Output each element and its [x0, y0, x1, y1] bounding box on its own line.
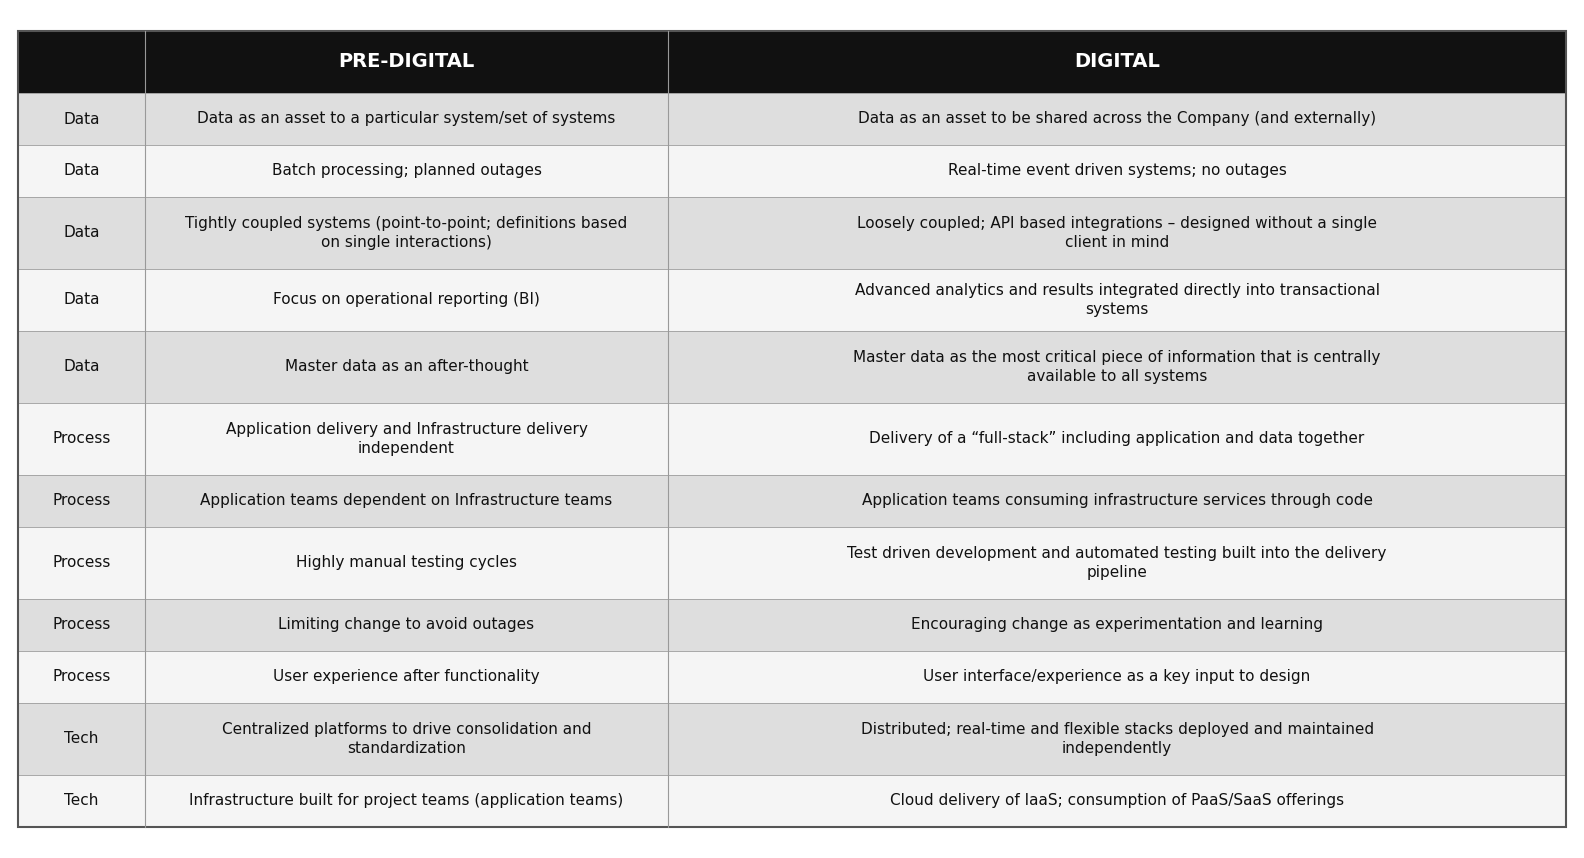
- Text: Real-time event driven systems; no outages: Real-time event driven systems; no outag…: [947, 164, 1286, 178]
- Bar: [668, 197, 1567, 269]
- Text: Advanced analytics and results integrated directly into transactional
systems: Advanced analytics and results integrate…: [855, 282, 1380, 317]
- Bar: [146, 775, 668, 827]
- Text: Application teams consuming infrastructure services through code: Application teams consuming infrastructu…: [862, 493, 1373, 509]
- Bar: [17, 197, 146, 269]
- Text: Process: Process: [52, 493, 111, 509]
- Text: DIGITAL: DIGITAL: [1074, 52, 1159, 71]
- Bar: [668, 269, 1567, 331]
- Text: Batch processing; planned outages: Batch processing; planned outages: [271, 164, 542, 178]
- Text: Tightly coupled systems (point-to-point; definitions based
on single interaction: Tightly coupled systems (point-to-point;…: [185, 215, 627, 251]
- Bar: [668, 331, 1567, 403]
- Bar: [17, 527, 146, 599]
- Text: Infrastructure built for project teams (application teams): Infrastructure built for project teams (…: [190, 794, 624, 808]
- Text: Data as an asset to a particular system/set of systems: Data as an asset to a particular system/…: [198, 112, 616, 126]
- Bar: [146, 651, 668, 703]
- Bar: [17, 403, 146, 475]
- Bar: [668, 31, 1567, 93]
- Text: Application delivery and Infrastructure delivery
independent: Application delivery and Infrastructure …: [225, 421, 588, 456]
- Bar: [146, 31, 668, 93]
- Bar: [17, 475, 146, 527]
- Text: Tech: Tech: [65, 732, 98, 746]
- Bar: [146, 599, 668, 651]
- Text: Delivery of a “full-stack” including application and data together: Delivery of a “full-stack” including app…: [870, 432, 1365, 446]
- Text: User experience after functionality: User experience after functionality: [272, 669, 540, 685]
- Bar: [146, 269, 668, 331]
- Text: Application teams dependent on Infrastructure teams: Application teams dependent on Infrastru…: [201, 493, 613, 509]
- Text: Data: Data: [63, 226, 100, 240]
- Bar: [668, 93, 1567, 145]
- Bar: [17, 651, 146, 703]
- Bar: [146, 475, 668, 527]
- Text: Encouraging change as experimentation and learning: Encouraging change as experimentation an…: [911, 618, 1323, 632]
- Bar: [146, 527, 668, 599]
- Text: Process: Process: [52, 432, 111, 446]
- Bar: [17, 93, 146, 145]
- Bar: [668, 599, 1567, 651]
- Text: Process: Process: [52, 555, 111, 571]
- Bar: [668, 703, 1567, 775]
- Text: Data: Data: [63, 112, 100, 126]
- Text: Focus on operational reporting (BI): Focus on operational reporting (BI): [272, 293, 540, 307]
- Text: User interface/experience as a key input to design: User interface/experience as a key input…: [923, 669, 1310, 685]
- Bar: [668, 145, 1567, 197]
- Text: Data: Data: [63, 360, 100, 374]
- Bar: [17, 331, 146, 403]
- Text: Centralized platforms to drive consolidation and
standardization: Centralized platforms to drive consolida…: [222, 722, 591, 757]
- Bar: [146, 331, 668, 403]
- Text: Loosely coupled; API based integrations – designed without a single
client in mi: Loosely coupled; API based integrations …: [857, 215, 1376, 251]
- Bar: [668, 651, 1567, 703]
- Bar: [146, 145, 668, 197]
- Text: Highly manual testing cycles: Highly manual testing cycles: [296, 555, 516, 571]
- Bar: [668, 775, 1567, 827]
- Text: Tech: Tech: [65, 794, 98, 808]
- Bar: [17, 599, 146, 651]
- Text: Data: Data: [63, 164, 100, 178]
- Text: Distributed; real-time and flexible stacks deployed and maintained
independently: Distributed; real-time and flexible stac…: [860, 722, 1373, 757]
- Bar: [146, 703, 668, 775]
- Bar: [668, 403, 1567, 475]
- Text: Process: Process: [52, 618, 111, 632]
- Bar: [668, 475, 1567, 527]
- Text: Cloud delivery of IaaS; consumption of PaaS/SaaS offerings: Cloud delivery of IaaS; consumption of P…: [890, 794, 1345, 808]
- Bar: [17, 145, 146, 197]
- Text: Data: Data: [63, 293, 100, 307]
- Bar: [146, 403, 668, 475]
- Text: Data as an asset to be shared across the Company (and externally): Data as an asset to be shared across the…: [859, 112, 1376, 126]
- Bar: [146, 93, 668, 145]
- Text: Master data as an after-thought: Master data as an after-thought: [285, 360, 529, 374]
- Text: Process: Process: [52, 669, 111, 685]
- Bar: [668, 527, 1567, 599]
- Bar: [17, 775, 146, 827]
- Text: Test driven development and automated testing built into the delivery
pipeline: Test driven development and automated te…: [847, 546, 1386, 580]
- Bar: [17, 269, 146, 331]
- Bar: [146, 197, 668, 269]
- Text: Master data as the most critical piece of information that is centrally
availabl: Master data as the most critical piece o…: [854, 349, 1381, 384]
- Text: Limiting change to avoid outages: Limiting change to avoid outages: [279, 618, 535, 632]
- Text: PRE-DIGITAL: PRE-DIGITAL: [339, 52, 475, 71]
- Bar: [17, 31, 146, 93]
- Bar: [17, 703, 146, 775]
